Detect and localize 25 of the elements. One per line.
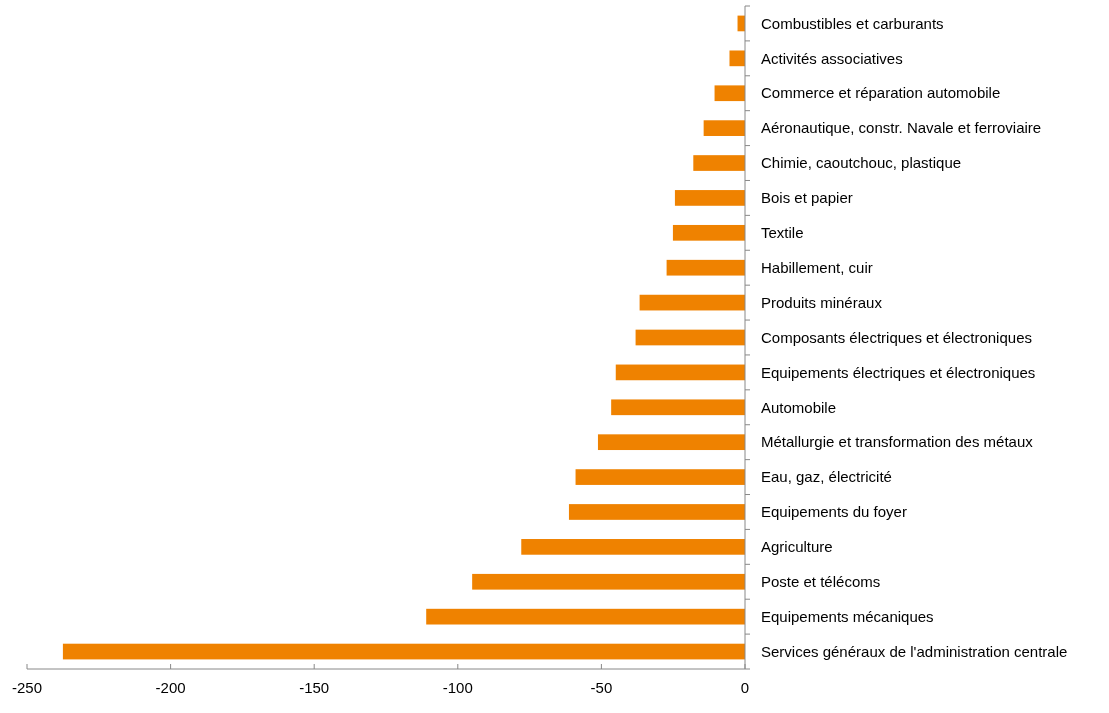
y-tick-label: Combustibles et carburants [761, 14, 944, 32]
x-tick-label: -100 [442, 679, 473, 696]
y-tick-label: Composants électriques et électroniques [761, 328, 1032, 346]
y-tick-label: Bois et papier [761, 189, 853, 207]
y-tick-label: Automobile [761, 398, 837, 416]
y-tick-label: Equipements du foyer [761, 503, 907, 521]
y-tick-label: Equipements mécaniques [761, 607, 934, 625]
x-tick-label: -250 [11, 679, 43, 696]
y-tick-label: Habillement, cuir [761, 258, 873, 276]
x-tick-label: -50 [590, 679, 613, 696]
x-tick-label: -200 [155, 679, 186, 696]
y-tick-label: Produits minéraux [761, 293, 883, 311]
y-tick-label: Eau, gaz, électricité [761, 468, 892, 486]
y-tick-label: Aéronautique, constr. Navale et ferroviaire [761, 119, 1042, 137]
y-tick-label: Agriculture [761, 538, 833, 556]
x-tick-label: 0 [740, 679, 750, 696]
y-tick-label: Services généraux de l'administration centrale [761, 642, 1068, 660]
y-tick-label: Chimie, caoutchouc, plastique [761, 154, 962, 172]
y-tick-label: Métallurgie et transformation des métaux [761, 433, 1034, 451]
y-tick-label: Commerce et réparation automobile [761, 84, 1001, 102]
x-tick-label: -150 [299, 679, 330, 696]
y-tick-label: Textile [761, 224, 804, 242]
y-tick-label: Equipements électriques et électroniques [761, 363, 1036, 381]
y-tick-label: Poste et télécoms [761, 573, 881, 591]
y-tick-label: Activités associatives [761, 49, 903, 67]
